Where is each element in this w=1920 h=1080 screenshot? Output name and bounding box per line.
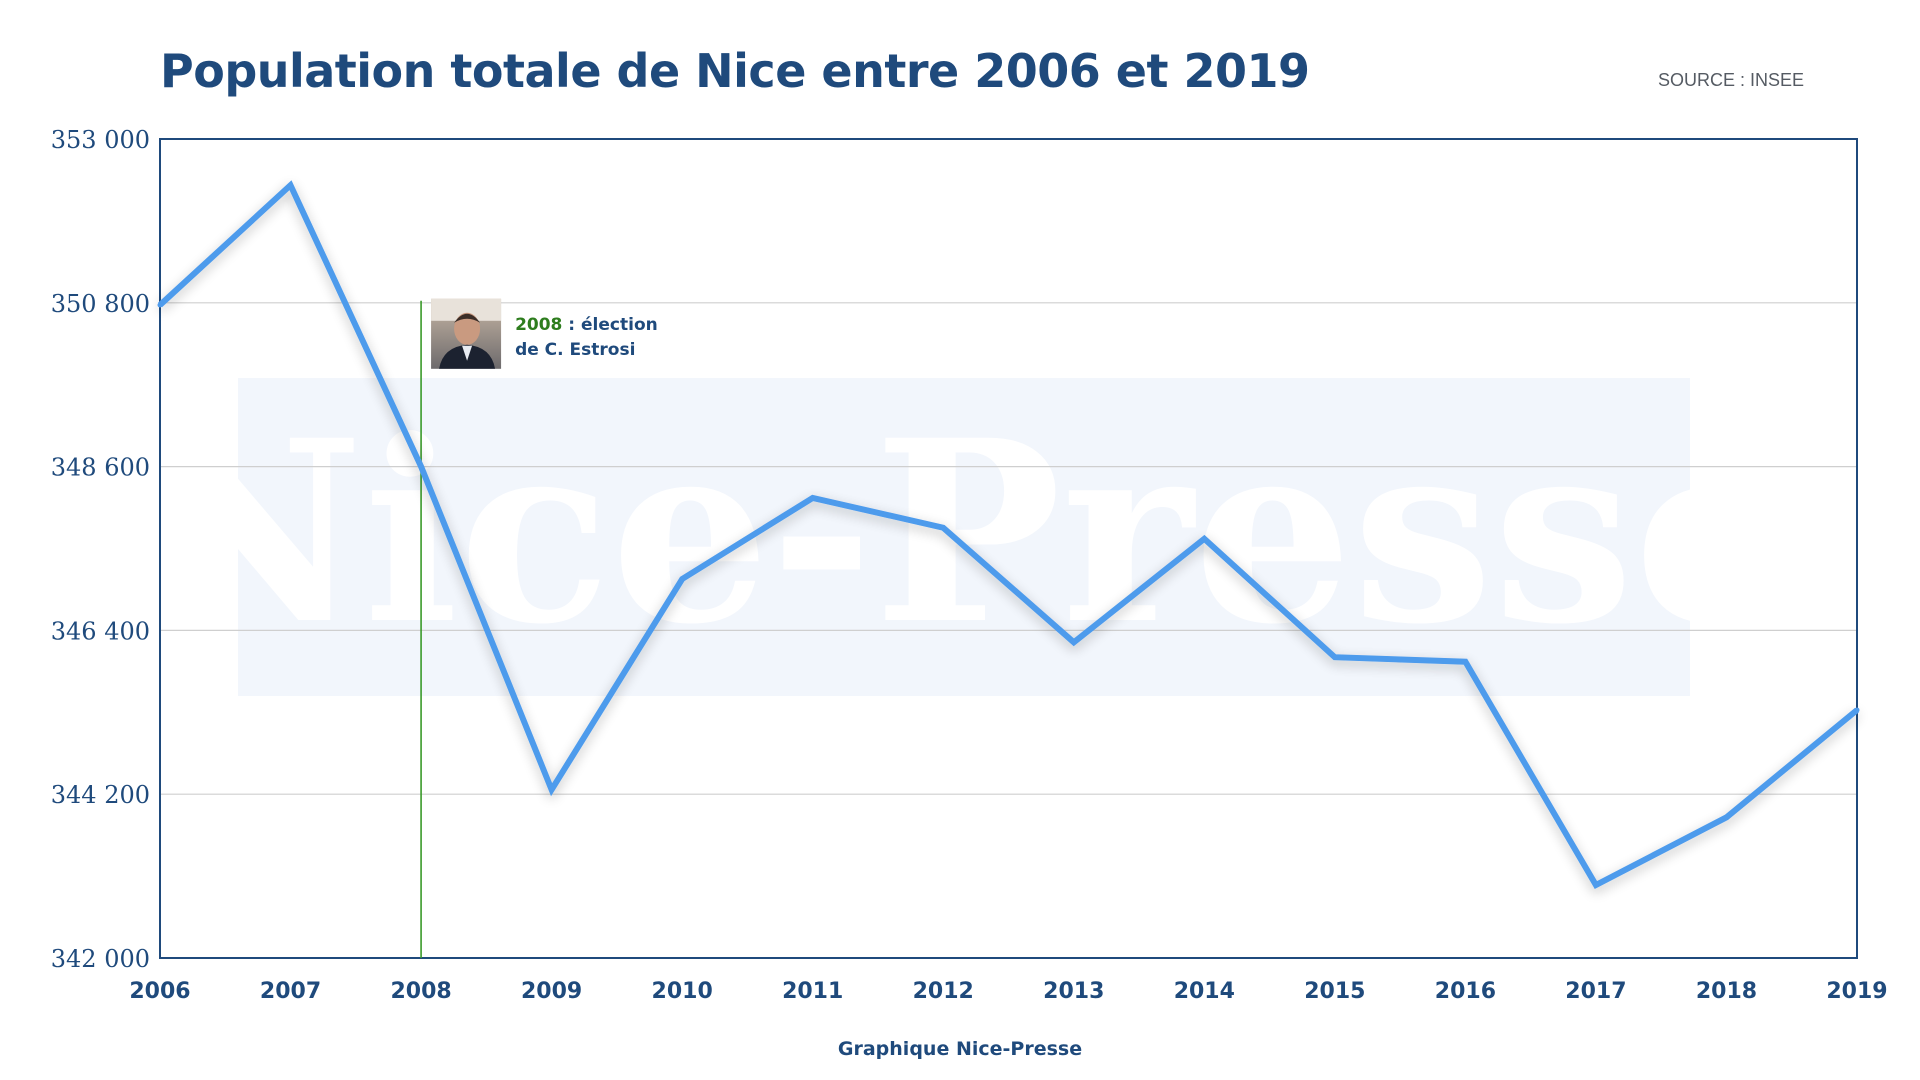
data-point <box>288 182 294 188</box>
annotation-text: : élection <box>562 315 657 335</box>
data-point <box>1593 882 1599 888</box>
x-tick-label: 2011 <box>782 979 843 1004</box>
watermark-text: Nice-Presse <box>135 385 1793 679</box>
data-point <box>157 302 163 308</box>
x-tick-label: 2010 <box>652 979 713 1004</box>
series-group <box>157 180 1860 889</box>
y-tick-label: 348 600 <box>51 454 150 482</box>
y-tick-label: 344 200 <box>51 781 150 809</box>
annotation-year: 2008 <box>515 315 562 335</box>
x-tick-label: 2013 <box>1043 979 1104 1004</box>
x-tick-label: 2007 <box>260 979 321 1004</box>
x-tick-label: 2018 <box>1696 979 1757 1004</box>
portrait-photo-icon <box>431 298 502 369</box>
series-line <box>157 180 1859 889</box>
y-tick-label: 353 000 <box>51 126 150 154</box>
plot-frame <box>159 138 1858 959</box>
x-tick-label: 2015 <box>1304 979 1365 1004</box>
annotation-line-2: de C. Estrosi <box>515 340 635 360</box>
watermark-box <box>238 378 1690 696</box>
chart-credit: Graphique Nice-Presse <box>837 1038 1083 1060</box>
x-tick-label: 2006 <box>129 979 190 1004</box>
x-axis-ticks: 2006 2007 2008 2009 2010 2011 2012 2013 2014 2015… <box>129 979 1887 1004</box>
y-tick-label: 350 800 <box>51 290 150 318</box>
source-label: SOURCE : INSEE <box>1657 70 1804 90</box>
data-point <box>418 464 424 470</box>
data-point <box>810 495 816 501</box>
data-point <box>1201 536 1207 542</box>
data-point <box>1332 654 1338 660</box>
x-tick-label: 2019 <box>1826 979 1887 1004</box>
x-tick-label: 2009 <box>521 979 582 1004</box>
annotation-line-1: 2008 : élection <box>515 315 658 335</box>
x-tick-label: 2014 <box>1174 979 1235 1004</box>
data-point <box>549 787 555 793</box>
y-tick-label: 342 000 <box>51 945 150 973</box>
data-point <box>1462 659 1468 665</box>
data-point <box>679 576 685 582</box>
y-tick-label: 346 400 <box>51 617 150 645</box>
x-tick-label: 2017 <box>1565 979 1626 1004</box>
x-tick-label: 2008 <box>390 979 451 1004</box>
x-tick-label: 2016 <box>1435 979 1496 1004</box>
x-tick-label: 2012 <box>913 979 974 1004</box>
data-point <box>940 525 946 531</box>
data-point <box>1854 707 1860 713</box>
election-marker: 2008 : élection de C. Estrosi <box>420 298 658 958</box>
chart-title: Population totale de Nice entre 2006 et … <box>160 44 1310 98</box>
data-point <box>1723 814 1729 820</box>
y-axis-ticks: 342 000 344 200 346 400 348 600 350 800 353 0… <box>51 126 150 973</box>
data-point <box>1071 639 1077 645</box>
